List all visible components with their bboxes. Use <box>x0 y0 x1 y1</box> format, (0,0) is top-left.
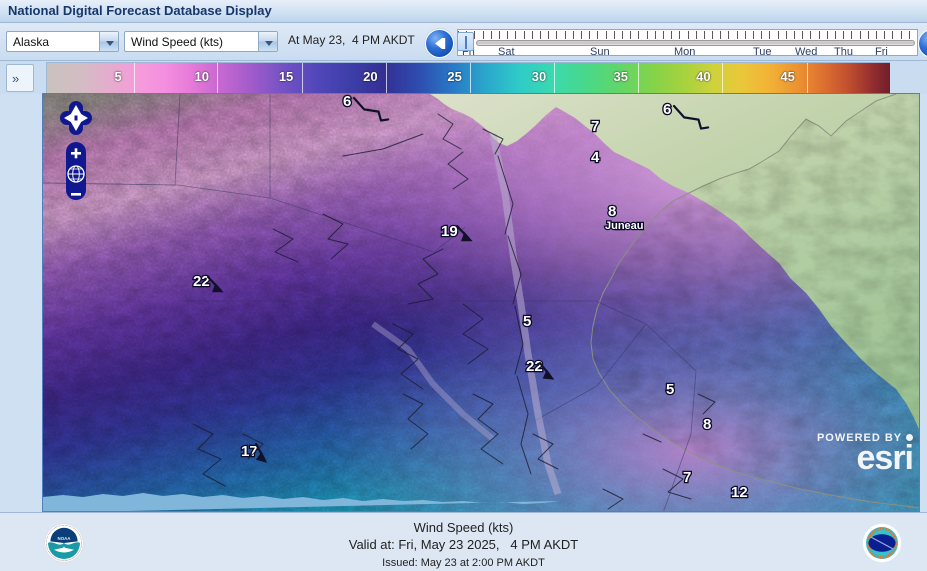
svg-text:7: 7 <box>591 118 599 135</box>
svg-text:6: 6 <box>343 94 351 110</box>
svg-text:NOAA: NOAA <box>58 536 72 541</box>
svg-text:22: 22 <box>526 358 543 375</box>
svg-text:22: 22 <box>193 273 210 290</box>
svg-text:19: 19 <box>441 223 458 240</box>
svg-text:5: 5 <box>523 313 531 330</box>
svg-text:»: » <box>12 71 19 86</box>
svg-text:8: 8 <box>703 416 711 433</box>
svg-text:Juneau: Juneau <box>605 220 644 232</box>
svg-text:6: 6 <box>663 101 671 118</box>
svg-text:5: 5 <box>666 381 674 398</box>
svg-text:8: 8 <box>608 203 616 220</box>
svg-text:7: 7 <box>683 469 691 486</box>
svg-text:4: 4 <box>591 149 600 166</box>
svg-text:12: 12 <box>731 484 748 501</box>
